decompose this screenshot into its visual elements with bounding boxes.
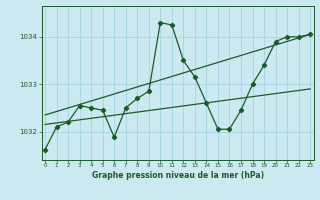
X-axis label: Graphe pression niveau de la mer (hPa): Graphe pression niveau de la mer (hPa)	[92, 171, 264, 180]
